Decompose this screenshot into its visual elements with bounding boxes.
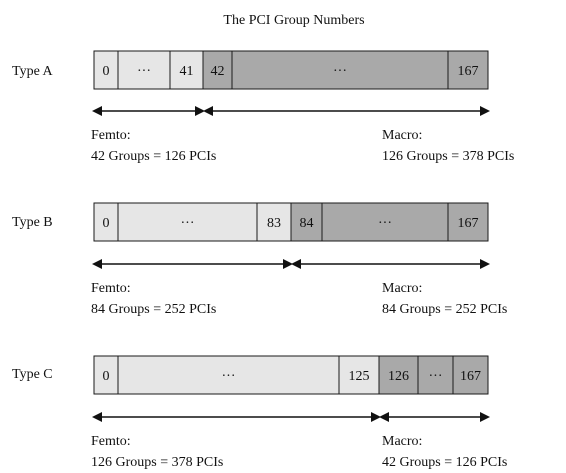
- type-c-femto-arrow: [92, 412, 381, 422]
- type-c-cell-3-text: 126: [388, 369, 409, 384]
- type-b-femto-detail: 84 Groups = 252 PCIs: [91, 302, 216, 317]
- type-a-macro-label: Macro:: [382, 128, 422, 143]
- type-c-cell-4: [417, 355, 454, 395]
- type-a-macro-detail: 126 Groups = 378 PCIs: [382, 149, 514, 164]
- type-b-label: Type B: [12, 215, 53, 230]
- type-b-cell-1-text: ···: [181, 216, 195, 231]
- type-a-cell-1: [117, 50, 171, 90]
- type-b-cell-3: [290, 202, 323, 242]
- type-c-cell-0-text: 0: [103, 369, 110, 384]
- type-c-macro-detail: 42 Groups = 126 PCIs: [382, 455, 507, 470]
- type-b-cell-2-text: 83: [267, 216, 281, 231]
- type-c-row: Type C 0 ··· 125 126 ··· 167 Femto: 12: [12, 355, 507, 470]
- type-a-femto-detail: 42 Groups = 126 PCIs: [91, 149, 216, 164]
- type-c-cell-1: [117, 355, 340, 395]
- type-b-cell-1: [117, 202, 258, 242]
- type-b-row: Type B 0 ··· 83 84 ··· 167 Femto: 84 G: [12, 202, 507, 317]
- type-b-macro-detail: 84 Groups = 252 PCIs: [382, 302, 507, 317]
- type-b-cell-4-text: ···: [378, 216, 392, 231]
- type-a-femto-label: Femto:: [91, 128, 131, 143]
- type-a-cell-4: [231, 50, 449, 90]
- type-a-row: Type A 0 ··· 41 42 ··· 167 Femto: 42 G: [12, 50, 514, 164]
- type-b-macro-arrow: [291, 259, 490, 269]
- type-c-femto-detail: 126 Groups = 378 PCIs: [91, 455, 223, 470]
- type-b-cell-4: [321, 202, 449, 242]
- diagram-title: The PCI Group Numbers: [223, 13, 364, 28]
- type-b-macro-label: Macro:: [382, 281, 422, 296]
- type-b-femto-arrow: [92, 259, 293, 269]
- type-a-cell-2-text: 41: [180, 64, 194, 79]
- type-a-cell-5: [447, 50, 489, 90]
- type-c-cell-4-text: ···: [429, 369, 443, 384]
- type-a-bar: 0 ··· 41 42 ··· 167: [93, 50, 489, 90]
- type-a-cell-3-text: 42: [211, 64, 225, 79]
- type-c-cell-5: [452, 355, 489, 395]
- type-b-cell-2: [256, 202, 292, 242]
- type-c-femto-label: Femto:: [91, 434, 131, 449]
- type-a-label: Type A: [12, 64, 54, 79]
- type-c-macro-arrow: [379, 412, 490, 422]
- type-b-bar: 0 ··· 83 84 ··· 167: [93, 202, 489, 242]
- type-c-cell-0: [93, 355, 119, 395]
- type-b-cell-5: [447, 202, 489, 242]
- type-a-cell-5-text: 167: [458, 64, 479, 79]
- type-a-cell-1-text: ···: [137, 64, 151, 79]
- type-b-femto-label: Femto:: [91, 281, 131, 296]
- type-a-cell-2: [169, 50, 204, 90]
- type-c-cell-5-text: 167: [460, 369, 481, 384]
- type-c-label: Type C: [12, 367, 53, 382]
- type-b-cell-3-text: 84: [300, 216, 314, 231]
- type-a-cell-0: [93, 50, 119, 90]
- type-c-bar: 0 ··· 125 126 ··· 167: [93, 355, 489, 395]
- type-c-macro-label: Macro:: [382, 434, 422, 449]
- type-a-macro-arrow: [203, 106, 490, 116]
- type-c-cell-1-text: ···: [222, 369, 236, 384]
- type-c-cell-2-text: 125: [349, 369, 370, 384]
- type-b-cell-5-text: 167: [458, 216, 479, 231]
- type-b-cell-0-text: 0: [103, 216, 110, 231]
- type-a-cell-4-text: ···: [333, 64, 347, 79]
- type-a-femto-arrow: [92, 106, 205, 116]
- type-a-cell-0-text: 0: [103, 64, 110, 79]
